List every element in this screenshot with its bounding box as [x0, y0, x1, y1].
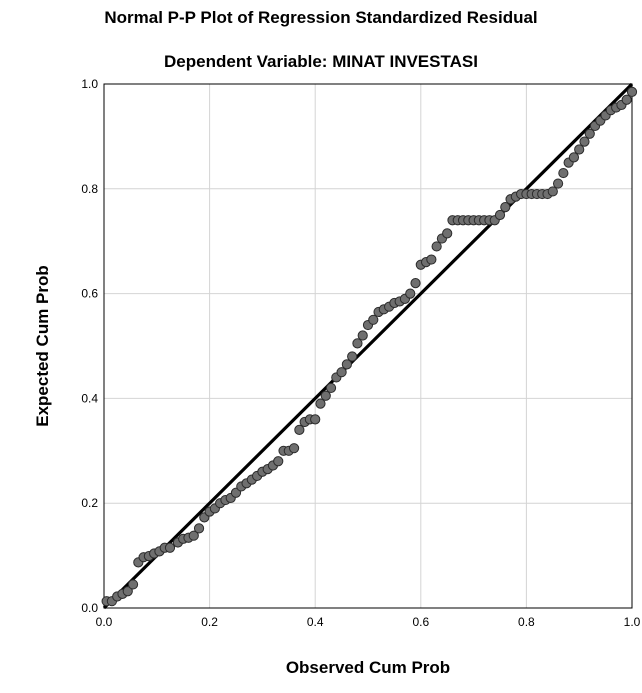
- chart-subtitle: Dependent Variable: MINAT INVESTASI: [164, 52, 478, 71]
- data-point: [584, 128, 595, 139]
- data-point: [164, 542, 176, 553]
- x-axis-label: Observed Cum Prob: [286, 658, 450, 677]
- data-point: [352, 338, 363, 349]
- data-point: [494, 209, 506, 221]
- data-point: [579, 136, 590, 147]
- data-point: [188, 530, 199, 541]
- data-point: [310, 414, 321, 425]
- data-point: [426, 254, 437, 265]
- data-point: [336, 367, 347, 378]
- y-tick-label: 1.0: [81, 77, 98, 91]
- y-tick-label: 0.2: [81, 496, 98, 510]
- data-point: [568, 152, 580, 163]
- y-tick-label: 0.8: [81, 182, 98, 196]
- data-point: [621, 94, 632, 105]
- data-point: [558, 167, 569, 179]
- x-tick-label: 0.6: [412, 615, 429, 629]
- data-point: [347, 351, 358, 362]
- y-tick-labels: 0.0 0.2 0.4 0.6 0.8 1.0: [81, 77, 98, 615]
- y-axis-label: Expected Cum Prob: [33, 265, 52, 427]
- data-point: [315, 398, 326, 409]
- data-point: [320, 390, 331, 401]
- y-tick-label: 0.0: [81, 601, 98, 615]
- x-tick-label: 0.2: [201, 615, 218, 629]
- data-point: [410, 278, 421, 289]
- x-tick-label: 0.4: [307, 615, 324, 629]
- x-tick-label: 1.0: [624, 615, 641, 629]
- data-point: [127, 579, 139, 590]
- data-point: [288, 443, 300, 454]
- reference-line: [102, 82, 634, 610]
- grid-lines: [104, 84, 632, 608]
- chart-title: Normal P-P Plot of Regression Standardiz…: [104, 8, 538, 27]
- plot-frame: [103, 83, 633, 609]
- data-point: [552, 178, 564, 189]
- data-point: [122, 586, 133, 597]
- data-points: [101, 86, 638, 607]
- data-point: [325, 382, 337, 394]
- data-point: [294, 424, 305, 435]
- y-tick-label: 0.4: [81, 391, 98, 405]
- data-point: [442, 228, 453, 239]
- data-point: [626, 86, 638, 97]
- data-point: [500, 202, 511, 213]
- data-point: [273, 456, 284, 467]
- x-tick-label: 0.8: [518, 615, 535, 629]
- x-tick-label: 0.0: [96, 615, 113, 629]
- data-point: [547, 186, 558, 197]
- data-point: [574, 144, 585, 155]
- x-tick-labels: 0.0 0.2 0.4 0.6 0.8 1.0: [96, 615, 641, 629]
- data-point: [431, 241, 442, 252]
- data-point: [368, 314, 379, 325]
- data-point: [357, 330, 368, 341]
- data-point: [193, 523, 205, 534]
- data-point: [341, 359, 352, 370]
- y-tick-label: 0.6: [81, 287, 98, 301]
- data-point: [405, 288, 416, 299]
